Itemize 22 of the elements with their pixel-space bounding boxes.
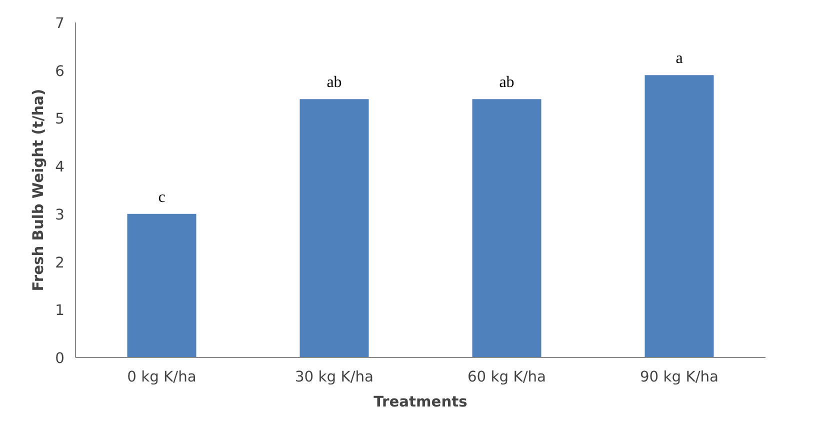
y-tick-label: 2	[55, 254, 65, 272]
y-tick-label: 1	[55, 302, 65, 320]
x-tick-label: 30 kg K/ha	[294, 368, 374, 386]
x-tick-label: 90 kg K/ha	[640, 368, 719, 386]
bar	[127, 214, 196, 358]
y-tick-label: 3	[55, 206, 65, 224]
y-tick-label: 5	[55, 110, 65, 128]
bar	[644, 75, 714, 358]
y-tick-label: 0	[55, 350, 65, 367]
y-axis-title: Fresh Bulb Weight (t/ha)	[30, 88, 48, 292]
x-axis-title: Treatments	[374, 394, 468, 410]
bar	[472, 99, 542, 358]
annotation: a	[676, 50, 683, 68]
bar	[300, 99, 369, 358]
annotation: ab	[326, 74, 342, 92]
annotation: c	[158, 188, 166, 206]
x-tick-label: 0 kg K/ha	[127, 368, 196, 386]
y-tick-label: 6	[55, 62, 65, 80]
annotation: ab	[499, 74, 514, 92]
y-tick-label: 7	[55, 15, 65, 32]
x-tick-label: 60 kg K/ha	[467, 368, 546, 386]
y-tick-label: 4	[55, 158, 65, 176]
